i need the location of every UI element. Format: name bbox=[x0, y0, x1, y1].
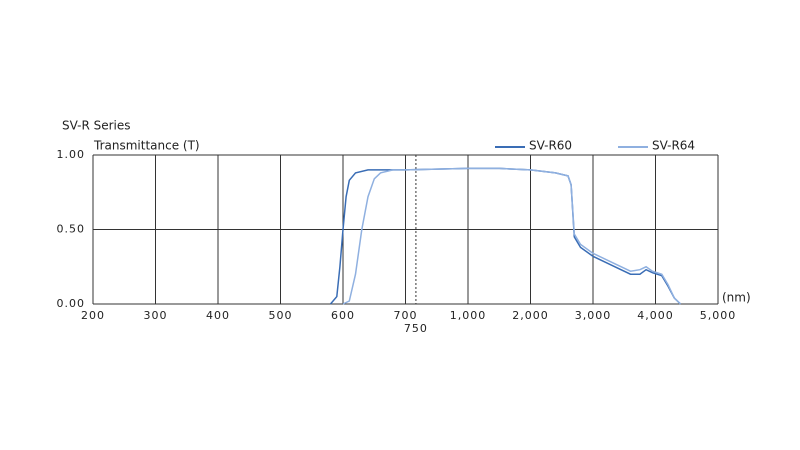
x-axis-label: (nm) bbox=[722, 291, 751, 305]
x-tick-label: 400 bbox=[206, 309, 230, 322]
reference-label: 750 bbox=[404, 322, 428, 335]
legend-label: SV-R60 bbox=[529, 139, 572, 153]
x-tick-label: 700 bbox=[394, 309, 418, 322]
x-tick-label: 500 bbox=[269, 309, 293, 322]
x-tick-label: 5,000 bbox=[700, 309, 737, 322]
legend-label: SV-R64 bbox=[652, 139, 695, 153]
x-tick-label: 1,000 bbox=[450, 309, 487, 322]
series-line bbox=[342, 167, 682, 305]
x-tick-label: 2,000 bbox=[512, 309, 549, 322]
chart-title: SV-R Series bbox=[62, 119, 131, 133]
y-tick-label: 0.00 bbox=[57, 297, 86, 310]
y-tick-label: 0.50 bbox=[57, 223, 86, 236]
series-line bbox=[329, 167, 682, 305]
x-tick-label: 200 bbox=[81, 309, 105, 322]
x-tick-label: 4,000 bbox=[637, 309, 674, 322]
x-tick-label: 300 bbox=[144, 309, 168, 322]
y-tick-label: 1.00 bbox=[57, 148, 86, 161]
x-tick-label: 3,000 bbox=[575, 309, 612, 322]
y-axis-label: Transmittance (T) bbox=[93, 139, 200, 153]
x-tick-label: 600 bbox=[331, 309, 355, 322]
